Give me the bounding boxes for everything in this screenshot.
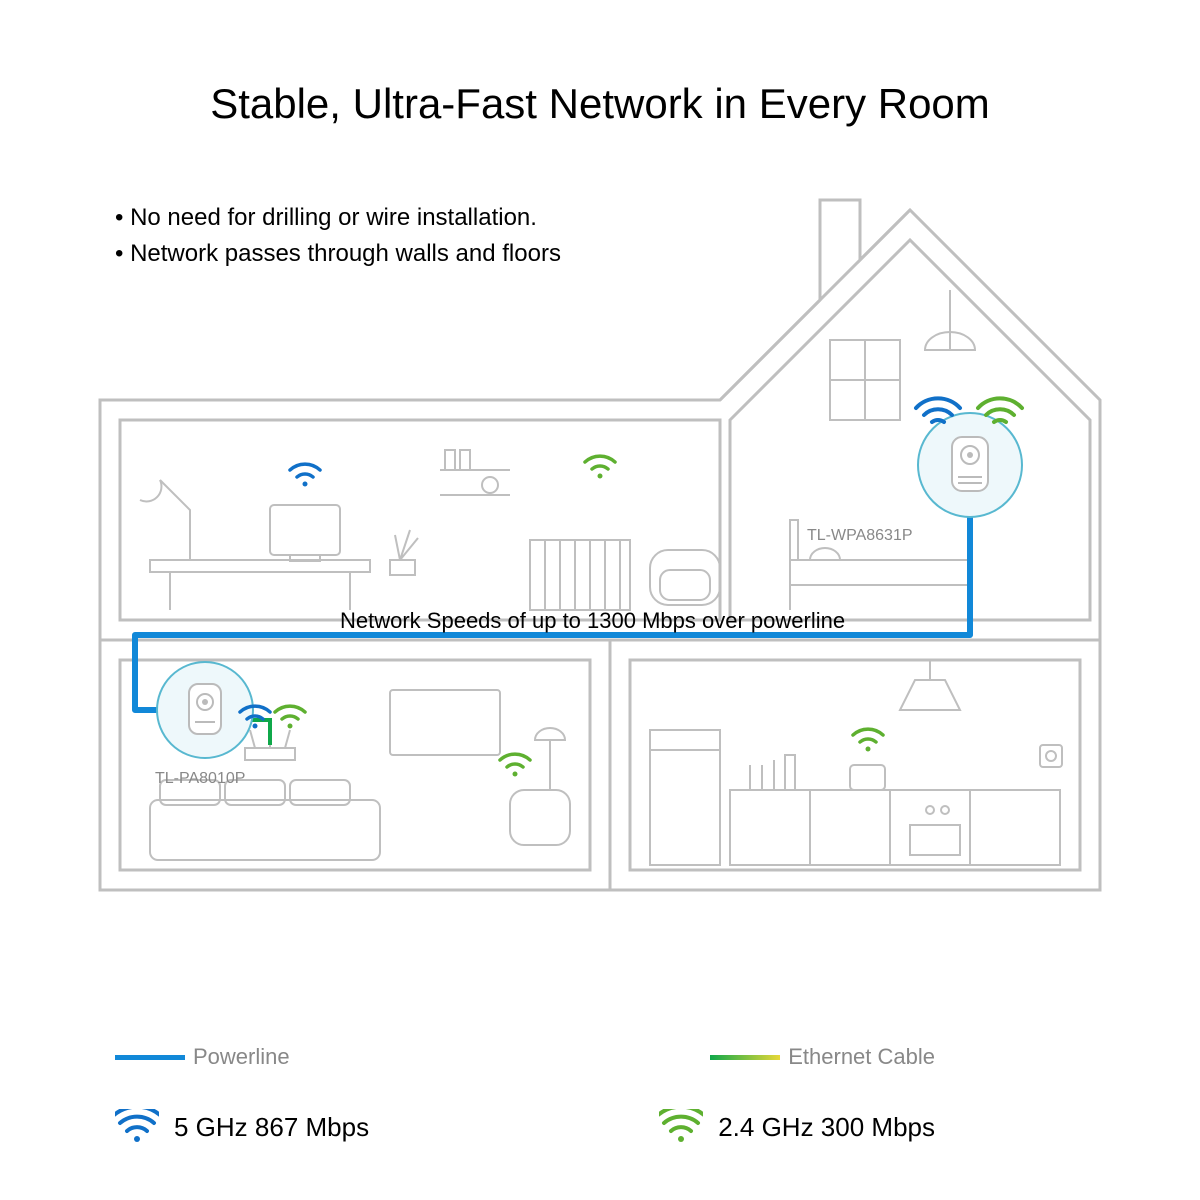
ethernet-label: Ethernet Cable	[788, 1044, 935, 1070]
powerline-swatch	[115, 1055, 185, 1060]
speed-text: Network Speeds of up to 1300 Mbps over p…	[340, 608, 845, 634]
page-title: Stable, Ultra-Fast Network in Every Room	[0, 80, 1200, 128]
device-label-upper: TL-WPA8631P	[807, 527, 913, 545]
device-label-lower: TL-PA8010P	[155, 770, 245, 788]
freq-2ghz: 2.4 GHz 300 Mbps	[659, 1109, 935, 1145]
house-diagram	[90, 190, 1110, 910]
legend-row: Powerline Ethernet Cable	[115, 1044, 1085, 1070]
frequency-row: 5 GHz 867 Mbps 2.4 GHz 300 Mbps	[115, 1109, 1085, 1145]
wifi-green-icon	[659, 1109, 703, 1145]
freq-5ghz-text: 5 GHz 867 Mbps	[174, 1112, 369, 1143]
ethernet-swatch	[710, 1055, 780, 1060]
wifi-blue-icon	[115, 1109, 159, 1145]
powerline-label: Powerline	[193, 1044, 290, 1070]
freq-5ghz: 5 GHz 867 Mbps	[115, 1109, 369, 1145]
freq-2ghz-text: 2.4 GHz 300 Mbps	[718, 1112, 935, 1143]
